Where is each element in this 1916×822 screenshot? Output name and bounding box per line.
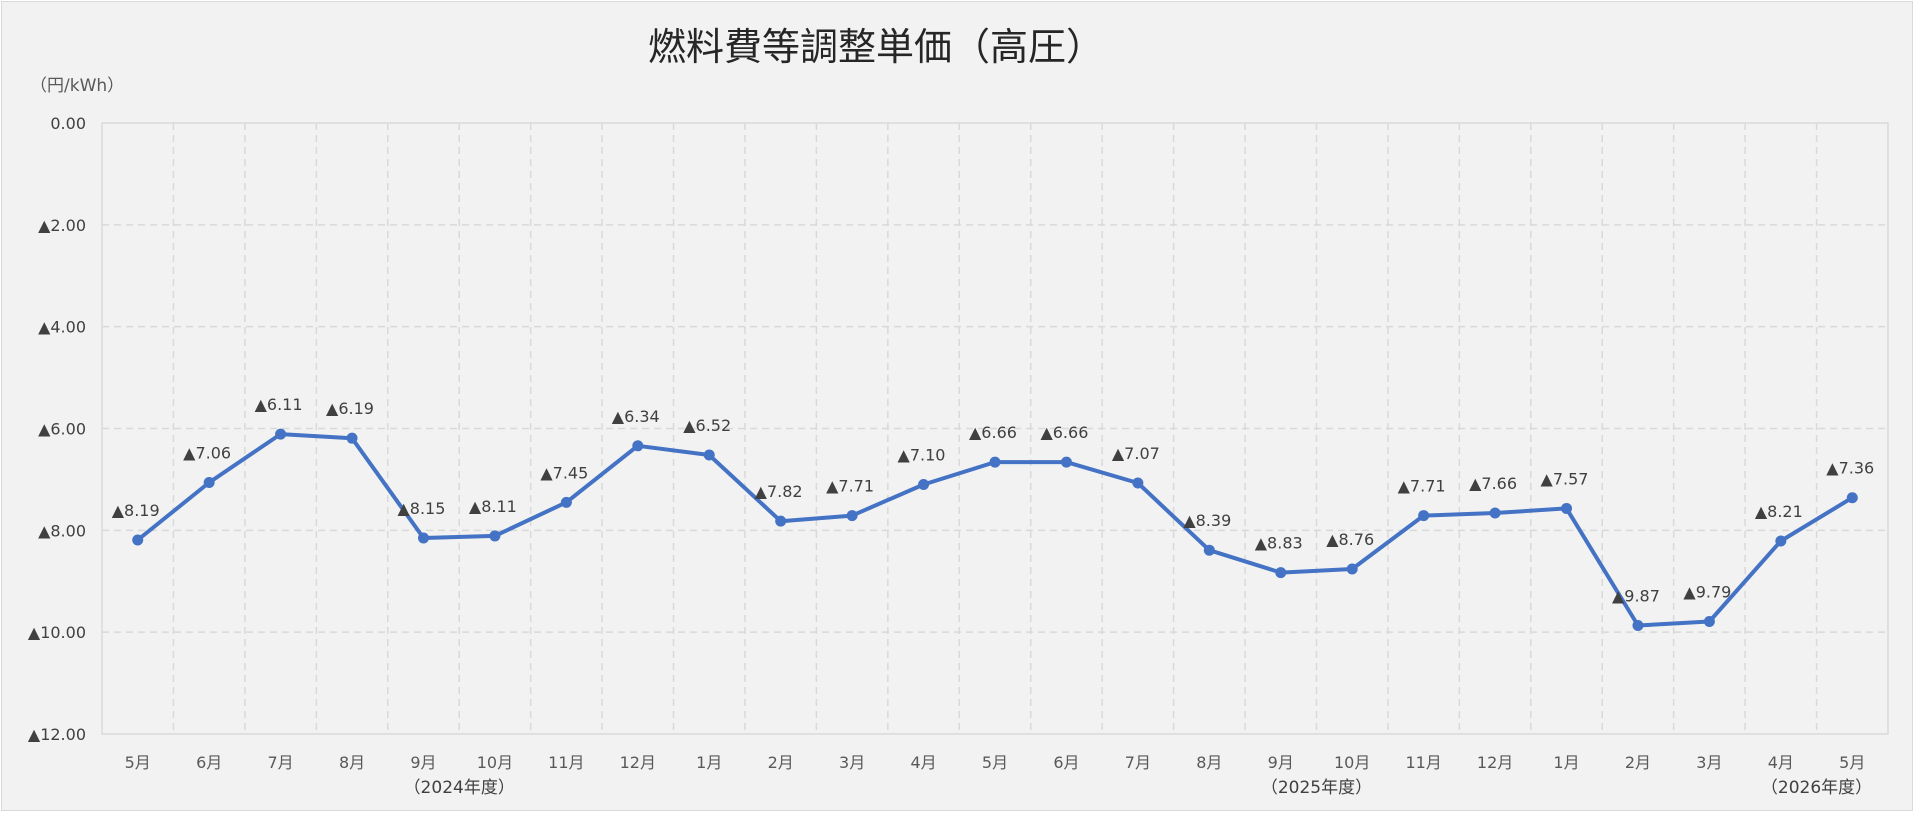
series-layer <box>132 428 1858 632</box>
data-point <box>132 534 144 546</box>
data-label: ▲7.36 <box>1826 459 1874 478</box>
y-tick-label: ▲6.00 <box>38 420 86 439</box>
y-tick-label: ▲10.00 <box>28 623 86 642</box>
x-tick-label: 5月 <box>982 753 1008 772</box>
x-tick-label: 8月 <box>339 753 365 772</box>
x-tick-label: 9月 <box>410 753 436 772</box>
x-tick-label: 5月 <box>1839 753 1865 772</box>
x-tick-label: 3月 <box>1696 753 1722 772</box>
data-label: ▲8.39 <box>1183 511 1231 530</box>
x-tick-label: 8月 <box>1196 753 1222 772</box>
x-tick-label: 10月 <box>1334 753 1370 772</box>
data-point <box>775 515 787 527</box>
data-point <box>203 476 215 488</box>
data-label: ▲8.15 <box>397 499 445 518</box>
x-tick-label: 1月 <box>1553 753 1579 772</box>
fiscal-year-label: （2024年度） <box>404 778 515 798</box>
data-point <box>1489 507 1501 519</box>
data-label: ▲8.76 <box>1326 530 1374 549</box>
data-point <box>560 496 572 508</box>
data-label: ▲8.83 <box>1255 534 1303 553</box>
x-tick-label: 6月 <box>196 753 222 772</box>
data-label: ▲7.07 <box>1112 444 1160 463</box>
data-point <box>275 428 287 440</box>
data-label: ▲6.34 <box>612 407 660 426</box>
y-axis-unit-label: （円/kWh） <box>30 76 124 96</box>
data-point <box>1418 510 1430 522</box>
x-tick-label: 4月 <box>1768 753 1794 772</box>
data-label: ▲8.11 <box>469 497 517 516</box>
data-label: ▲6.66 <box>969 423 1017 442</box>
data-label: ▲7.06 <box>183 443 231 462</box>
data-label: ▲7.71 <box>826 477 874 496</box>
data-label: ▲8.19 <box>112 501 160 520</box>
x-tick-label: 9月 <box>1268 753 1294 772</box>
y-tick-label: ▲2.00 <box>38 216 86 235</box>
data-point <box>1846 492 1858 504</box>
data-point <box>989 456 1001 468</box>
data-point <box>1275 567 1287 579</box>
data-label: ▲9.79 <box>1683 582 1731 601</box>
data-label: ▲7.71 <box>1398 477 1446 496</box>
data-point <box>632 440 644 452</box>
data-point <box>918 479 930 491</box>
data-label: ▲6.19 <box>326 399 374 418</box>
label-layer: ▲8.19 ▲7.06 ▲6.11 ▲6.19 ▲8.15 ▲8.11 ▲7.45 ▲6.34… <box>112 395 1874 605</box>
x-tick-label: 11月 <box>548 753 584 772</box>
data-label: ▲6.52 <box>683 416 731 435</box>
data-point <box>1775 535 1787 547</box>
fiscal-year-label: （2025年度） <box>1261 778 1372 798</box>
x-tick-label: 5月 <box>125 753 151 772</box>
data-point <box>703 449 715 461</box>
x-tick-label: 6月 <box>1053 753 1079 772</box>
x-tick-label: 1月 <box>696 753 722 772</box>
x-tick-label: 2月 <box>768 753 794 772</box>
data-point <box>1060 456 1072 468</box>
x-tick-label: 7月 <box>1125 753 1151 772</box>
data-label: ▲6.66 <box>1040 423 1088 442</box>
data-point <box>489 530 501 542</box>
data-point <box>1346 563 1358 575</box>
x-tick-label: 10月 <box>477 753 513 772</box>
data-point <box>1561 502 1573 514</box>
x-tick-label: 7月 <box>268 753 294 772</box>
data-label: ▲6.11 <box>255 395 303 414</box>
y-tick-label: 0.00 <box>50 114 86 133</box>
data-point <box>846 510 858 522</box>
data-label: ▲7.66 <box>1469 474 1517 493</box>
data-point <box>417 532 429 544</box>
x-tick-label: 4月 <box>910 753 936 772</box>
grid-layer <box>101 122 1889 735</box>
data-point <box>1632 620 1644 632</box>
data-label: ▲9.87 <box>1612 587 1660 606</box>
x-tick-label: 12月 <box>1477 753 1513 772</box>
chart-title: 燃料費等調整単価（高圧） <box>648 25 1104 69</box>
x-tick-label: 12月 <box>620 753 656 772</box>
y-tick-label: ▲8.00 <box>38 521 86 540</box>
y-tick-label: ▲12.00 <box>28 725 86 744</box>
x-tick-label: 11月 <box>1405 753 1441 772</box>
data-label: ▲7.82 <box>755 482 803 501</box>
y-tick-label: ▲4.00 <box>38 318 86 337</box>
fiscal-year-label: （2026年度） <box>1761 778 1872 798</box>
axis-layer: 0.00 ▲2.00 ▲4.00 ▲6.00 ▲8.00 ▲10.00 ▲12.00 5月 6月… <box>28 114 1872 798</box>
data-label: ▲8.21 <box>1755 502 1803 521</box>
x-tick-label: 3月 <box>839 753 865 772</box>
data-point <box>346 432 358 444</box>
data-point <box>1132 477 1144 489</box>
data-point <box>1703 615 1715 627</box>
data-point <box>1203 544 1215 556</box>
data-label: ▲7.57 <box>1541 469 1589 488</box>
x-tick-label: 2月 <box>1625 753 1651 772</box>
data-label: ▲7.45 <box>540 463 588 482</box>
data-label: ▲7.10 <box>898 446 946 465</box>
